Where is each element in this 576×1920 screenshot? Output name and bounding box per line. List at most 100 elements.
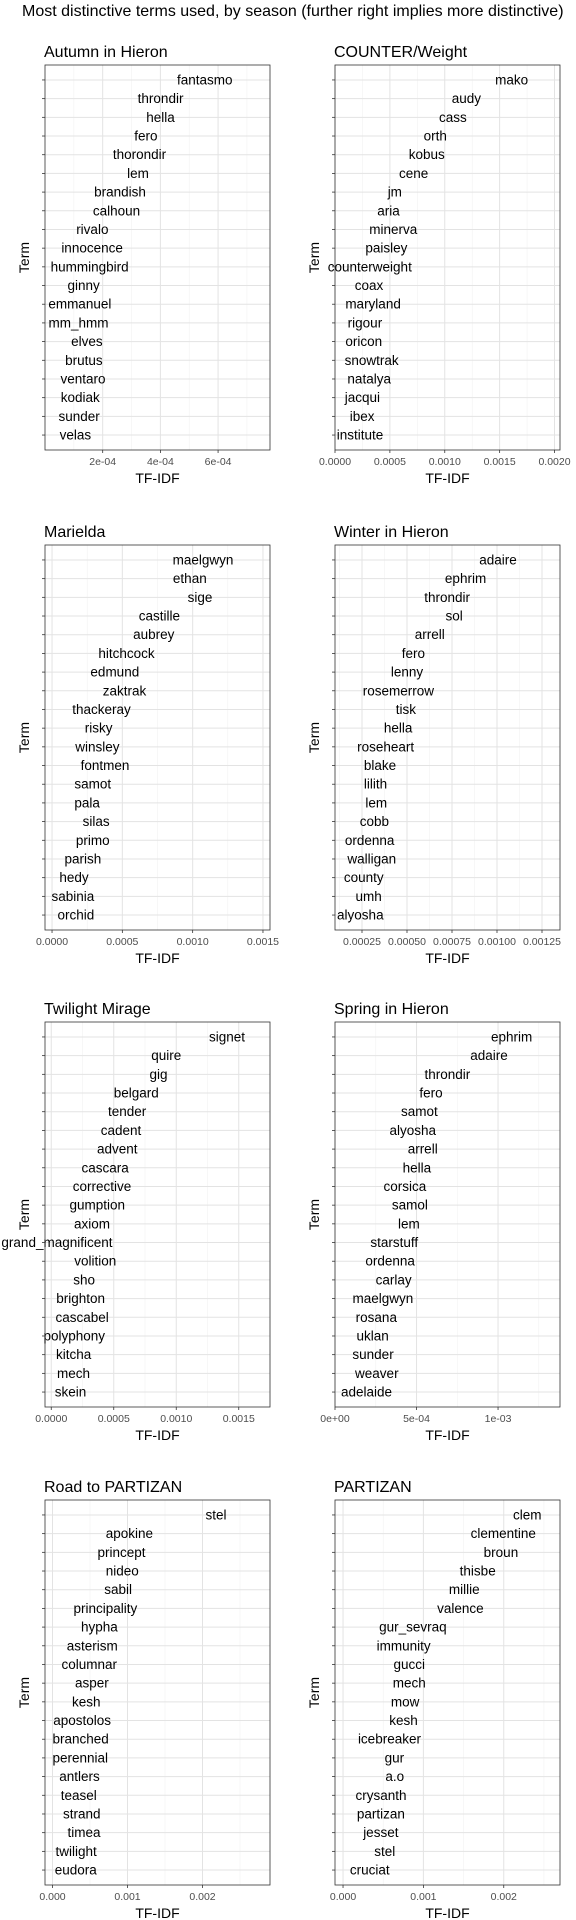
x-tick-label: 0.00100 xyxy=(478,936,516,948)
term-label: arrell xyxy=(415,627,445,642)
term-label: gumption xyxy=(69,1198,125,1213)
panel-border xyxy=(44,1021,271,1408)
x-tick-label: 0.001 xyxy=(114,1891,140,1903)
panel-title: Spring in Hieron xyxy=(334,1001,449,1018)
panel-title: Twilight Mirage xyxy=(44,1001,151,1018)
term-label: thisbe xyxy=(460,1564,496,1579)
term-label: axiom xyxy=(74,1216,110,1231)
x-tick-label: 0.0015 xyxy=(247,936,279,948)
term-label: teasel xyxy=(61,1788,97,1803)
term-label: broun xyxy=(484,1545,519,1560)
term-label: asterism xyxy=(67,1638,118,1653)
term-label: kodiak xyxy=(61,390,100,405)
term-label: sunder xyxy=(352,1347,394,1362)
x-tick-label: 0.000 xyxy=(330,1891,356,1903)
x-tick-label: 6e-04 xyxy=(205,456,232,468)
facet-panel: Autumn in Hieron fantasmo throndir hella fer… xyxy=(16,44,271,486)
term-label: apostolos xyxy=(53,1713,111,1728)
term-label: ordenna xyxy=(365,1254,415,1269)
term-label: apokine xyxy=(106,1526,153,1541)
term-label: rigour xyxy=(348,315,383,330)
term-label: strand xyxy=(63,1806,101,1821)
x-axis-title: TF-IDF xyxy=(425,1905,469,1920)
panel-title: Road to PARTIZAN xyxy=(44,1479,182,1496)
x-tick-label: 0.0010 xyxy=(177,936,209,948)
y-axis-title: Term xyxy=(306,1677,322,1708)
term-label: millie xyxy=(449,1582,480,1597)
term-label: institute xyxy=(337,428,384,443)
term-label: cobb xyxy=(360,814,389,829)
x-tick-label: 0.0020 xyxy=(538,456,570,468)
term-label: belgard xyxy=(114,1086,159,1101)
term-label: princept xyxy=(97,1545,145,1560)
term-label: uklan xyxy=(357,1328,389,1343)
term-label: samol xyxy=(392,1198,428,1213)
term-label: maelgwyn xyxy=(352,1291,413,1306)
term-label: blake xyxy=(364,758,396,773)
term-label: gig xyxy=(149,1067,167,1082)
term-label: ventaro xyxy=(61,371,106,386)
term-label: sige xyxy=(188,590,213,605)
term-label: fantasmo xyxy=(177,72,233,87)
term-label: throndir xyxy=(424,590,470,605)
term-label: ordenna xyxy=(345,833,395,848)
x-axis-title: TF-IDF xyxy=(425,1427,469,1443)
term-label: lem xyxy=(127,166,149,181)
term-label: natalya xyxy=(347,371,391,386)
term-label: snowtrak xyxy=(345,353,399,368)
term-label: clem xyxy=(513,1507,542,1522)
term-label: cass xyxy=(439,110,467,125)
term-label: mako xyxy=(495,72,528,87)
x-tick-label: 0.002 xyxy=(491,1891,517,1903)
term-label: fero xyxy=(419,1086,442,1101)
term-label: primo xyxy=(76,833,110,848)
panel-border xyxy=(334,544,561,931)
term-label: alyosha xyxy=(337,908,384,923)
term-label: minerva xyxy=(369,222,418,237)
term-label: aubrey xyxy=(133,627,175,642)
x-tick-label: 0.00125 xyxy=(523,936,561,948)
term-label: brighton xyxy=(56,1291,105,1306)
term-label: cene xyxy=(399,166,428,181)
term-label: maelgwyn xyxy=(173,552,234,567)
term-label: jesset xyxy=(362,1825,399,1840)
figure-title: Most distinctive terms used, by season (… xyxy=(22,3,564,20)
x-axis-title: TF-IDF xyxy=(135,470,179,486)
term-label: partizan xyxy=(357,1806,405,1821)
term-label: advent xyxy=(97,1142,138,1157)
x-tick-label: 0.0000 xyxy=(319,456,351,468)
term-label: sho xyxy=(73,1272,95,1287)
term-label: brandish xyxy=(94,185,146,200)
term-label: skein xyxy=(55,1385,87,1400)
term-label: immunity xyxy=(377,1638,431,1653)
term-label: ibex xyxy=(350,409,375,424)
term-label: zaktrak xyxy=(103,683,147,698)
term-label: cascara xyxy=(81,1160,129,1175)
x-tick-label: 0.0015 xyxy=(223,1413,255,1425)
term-label: principality xyxy=(73,1601,137,1616)
panel-border xyxy=(334,1021,561,1408)
x-tick-label: 0.00050 xyxy=(388,936,426,948)
term-label: twilight xyxy=(55,1844,97,1859)
term-label: gur xyxy=(385,1750,405,1765)
term-label: fontmen xyxy=(81,758,130,773)
y-axis-title: Term xyxy=(16,1677,32,1708)
panel-title: PARTIZAN xyxy=(334,1479,412,1496)
panel-border xyxy=(334,64,561,451)
x-tick-label: 0.0000 xyxy=(36,936,68,948)
facet-panel: Spring in Hieron ephrim adaire throndir fero… xyxy=(306,1001,561,1443)
term-label: winsley xyxy=(74,739,120,754)
term-label: lenny xyxy=(391,665,424,680)
x-tick-label: 0.0005 xyxy=(98,1413,130,1425)
term-label: starstuff xyxy=(370,1235,418,1250)
term-label: arrell xyxy=(408,1142,438,1157)
term-label: hella xyxy=(146,110,175,125)
term-label: hypha xyxy=(81,1620,118,1635)
term-label: mm_hmm xyxy=(48,315,108,330)
x-tick-label: 5e-04 xyxy=(403,1413,430,1425)
x-tick-label: 0.0005 xyxy=(106,936,138,948)
x-tick-label: 0.0005 xyxy=(374,456,406,468)
facet-panel: Marielda maelgwyn ethan sige castille aubrey h… xyxy=(16,524,279,966)
term-label: sunder xyxy=(59,409,101,424)
term-label: corrective xyxy=(73,1179,132,1194)
